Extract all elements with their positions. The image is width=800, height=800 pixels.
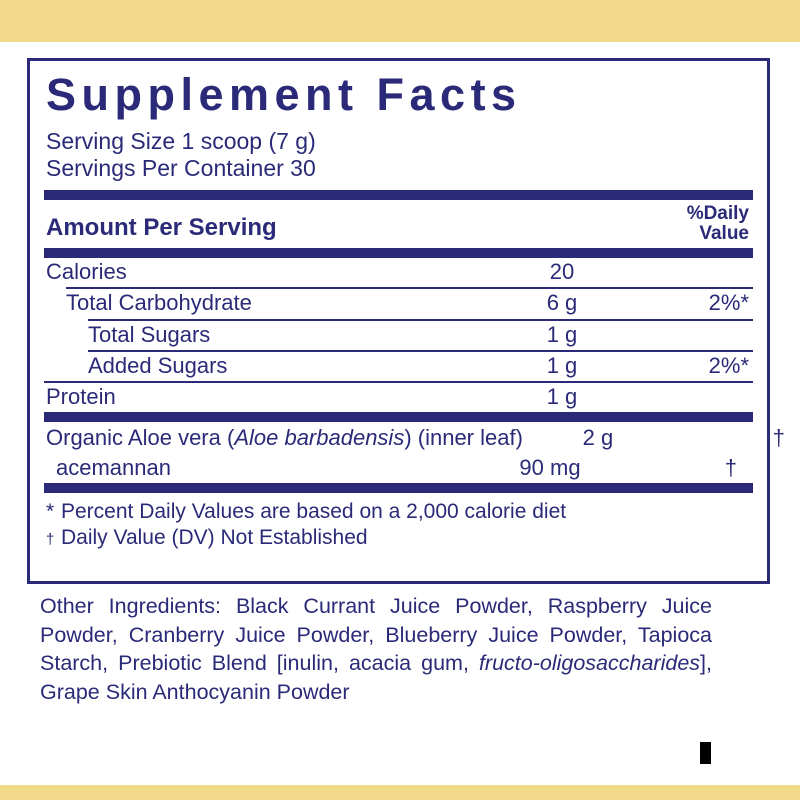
nutrient-daily-value: 2%* [708, 352, 749, 378]
dagger-marker: † [46, 530, 55, 548]
serving-size-line: Serving Size 1 scoop (7 g) [46, 128, 316, 154]
nutrient-row: Protein 1 g [44, 383, 753, 412]
nutrient-row: Total Sugars 1 g [44, 321, 753, 350]
amount-per-serving-label: Amount Per Serving [46, 214, 277, 242]
botanical-name: Organic Aloe vera (Aloe barbadensis) (in… [44, 425, 523, 450]
nutrient-row: Total Carbohydrate 6 g 2%* [44, 289, 753, 318]
nutrient-amount: 20 [549, 259, 575, 285]
nutrient-daily-value: 2%* [708, 290, 749, 316]
supplement-facts-title: Supplement Facts [46, 69, 522, 120]
other-ingredients-italic-term: fructo-oligosaccharides [478, 651, 701, 676]
botanical-row: acemannan 90 mg † [44, 452, 753, 482]
table-header-row: Amount Per Serving %Daily Value [44, 200, 753, 248]
other-ingredients-text-part2: ], Grape Skin Anthocyanin Powder [40, 651, 712, 704]
footnote-line: * Percent Daily Values are based on a 2,0… [44, 499, 753, 525]
supplement-facts-content: Supplement Facts Serving Size 1 scoop (7… [30, 61, 785, 581]
footnote-text: Percent Daily Values are based on a 2,00… [61, 499, 567, 523]
other-ingredients-paragraph: Other Ingredients: Black Currant Juice P… [40, 592, 712, 706]
botanical-latin-name: Aloe barbadensis [234, 425, 405, 451]
divider-bar-above-footnotes [44, 482, 753, 493]
botanical-daily-value-dagger: † [724, 455, 737, 481]
divider-bar-above-header [44, 190, 753, 201]
botanical-daily-value-dagger: † [772, 425, 785, 451]
footnote-line: † Daily Value (DV) Not Established [44, 525, 753, 551]
nutrient-row-divider [44, 287, 753, 290]
top-accent-band [0, 0, 800, 42]
registration-mark [700, 742, 711, 764]
botanical-name-prefix: Organic Aloe vera ( [46, 425, 235, 451]
nutrient-name: Total Sugars [88, 321, 211, 347]
nutrient-row: Added Sugars 1 g 2%* [44, 352, 753, 381]
nutrient-amount: 1 g [546, 352, 578, 378]
nutrient-table: Calories 20 Total Carbohydrate 6 g 2%* Total … [44, 258, 753, 412]
botanical-name-suffix: ) (inner leaf) [404, 425, 523, 451]
botanical-amount: 2 g [582, 425, 614, 451]
supplement-facts-panel: Supplement Facts Serving Size 1 scoop (7… [27, 58, 785, 584]
servings-per-container-line: Servings Per Container 30 [46, 155, 316, 182]
nutrient-row-divider [44, 380, 753, 383]
footnote-text: Daily Value (DV) Not Established [61, 525, 368, 549]
nutrient-amount: 1 g [546, 383, 578, 409]
nutrient-name: Protein [46, 383, 116, 409]
bottom-accent-band [0, 785, 800, 800]
nutrient-amount: 6 g [546, 290, 578, 316]
other-ingredients-label: Other Ingredients: [40, 594, 222, 618]
other-ingredients-text-part1: Black Currant Juice Powder, Raspberry Ju… [40, 594, 712, 676]
nutrient-row: Calories 20 [44, 258, 753, 287]
divider-bar-above-botanicals [44, 412, 753, 423]
botanical-name-prefix: acemannan [56, 455, 171, 481]
divider-bar-below-header [44, 248, 753, 259]
asterisk-marker: * [46, 499, 55, 523]
botanical-table: Organic Aloe vera (Aloe barbadensis) (in… [44, 422, 785, 483]
botanical-amount: 90 mg [519, 455, 581, 481]
nutrient-name: Total Carbohydrate [66, 290, 252, 316]
daily-value-header: %Daily Value [637, 204, 753, 244]
nutrient-row-divider [44, 349, 753, 352]
nutrient-name: Calories [46, 259, 127, 285]
footnotes-group: * Percent Daily Values are based on a 2,0… [44, 499, 753, 551]
nutrient-row-divider [44, 318, 753, 321]
nutrient-amount: 1 g [546, 321, 578, 347]
botanical-name: acemannan [44, 455, 475, 480]
nutrient-name: Added Sugars [88, 352, 228, 378]
botanical-row: Organic Aloe vera (Aloe barbadensis) (in… [44, 422, 785, 452]
daily-value-header-line2: Value [699, 223, 749, 245]
daily-value-header-line1: %Daily [686, 203, 749, 225]
